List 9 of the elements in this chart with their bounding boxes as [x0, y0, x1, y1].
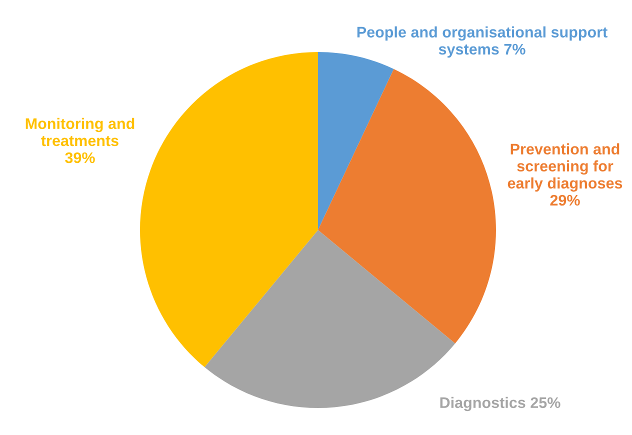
slice-label: Prevention and screening for early diagnoses	[508, 143, 622, 192]
data-label: 29%	[550, 194, 580, 206]
pie-slice	[318, 52, 394, 230]
pie-slice	[140, 52, 318, 368]
pie-slice	[318, 68, 496, 344]
slice-label: Diagnostics 25%	[440, 396, 560, 412]
slice-label: People and organisational support systems 7%	[357, 26, 608, 58]
data-label: 39%	[65, 152, 95, 164]
slice-label: Monitoring and treatments	[26, 118, 134, 146]
